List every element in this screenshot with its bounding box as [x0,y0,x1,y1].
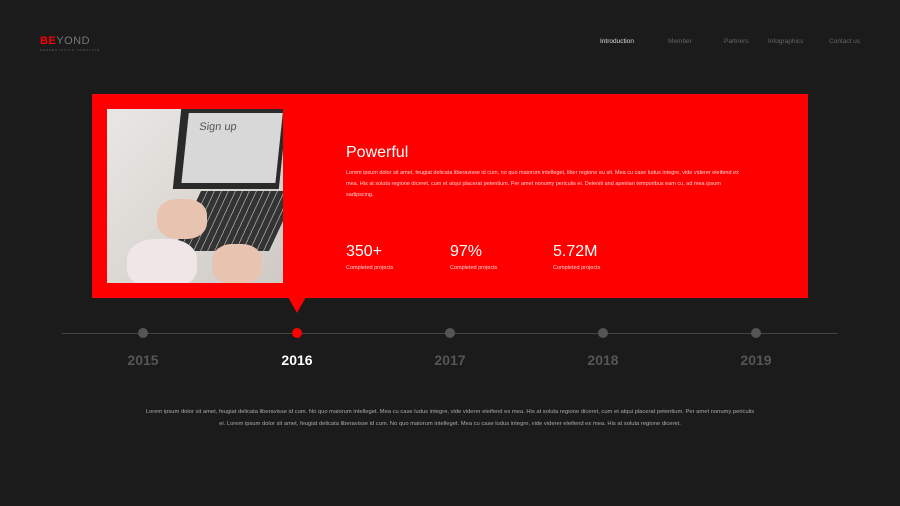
timeline-dot-2019[interactable] [751,328,761,338]
year-2016[interactable]: 2016 [281,352,313,368]
card-title: Powerful [346,144,409,161]
year-2018[interactable]: 2018 [587,352,619,368]
year-2015[interactable]: 2015 [127,352,159,368]
laptop-photo: Sign up [107,109,283,283]
card-pointer [288,297,306,313]
stat-projects: 350+ Completed projects [346,243,394,271]
year-2017[interactable]: 2017 [434,352,466,368]
logo-highlight: BE [40,35,57,47]
stat-millions: 5.72M Completed projects [553,243,601,271]
bottom-description: Lorem ipsum dolor sit amet, feugiat deli… [145,409,755,427]
timeline-dot-2017[interactable] [445,328,455,338]
logo[interactable]: BEYOND PRESENTATION TEMPLATE [40,35,100,52]
card-description: Lorem ipsum dolor sit amet, feugiat deli… [346,170,739,198]
logo-rest: YOND [56,35,91,47]
nav-partners[interactable]: Partners [724,38,749,45]
nav-infographics[interactable]: Infographics [768,38,804,45]
nav-introduction[interactable]: Introduction [600,38,634,45]
logo-tagline: PRESENTATION TEMPLATE [40,48,101,52]
timeline-dot-2015[interactable] [138,328,148,338]
year-2019[interactable]: 2019 [740,352,772,368]
timeline-dot-2016[interactable] [292,328,302,338]
nav-member[interactable]: Member [668,38,692,45]
stat-percent: 97% Completed projects [450,243,498,271]
photo-screen-text: Sign up [198,121,238,133]
timeline-dot-2018[interactable] [598,328,608,338]
nav-contact-us[interactable]: Contact us [829,38,861,45]
